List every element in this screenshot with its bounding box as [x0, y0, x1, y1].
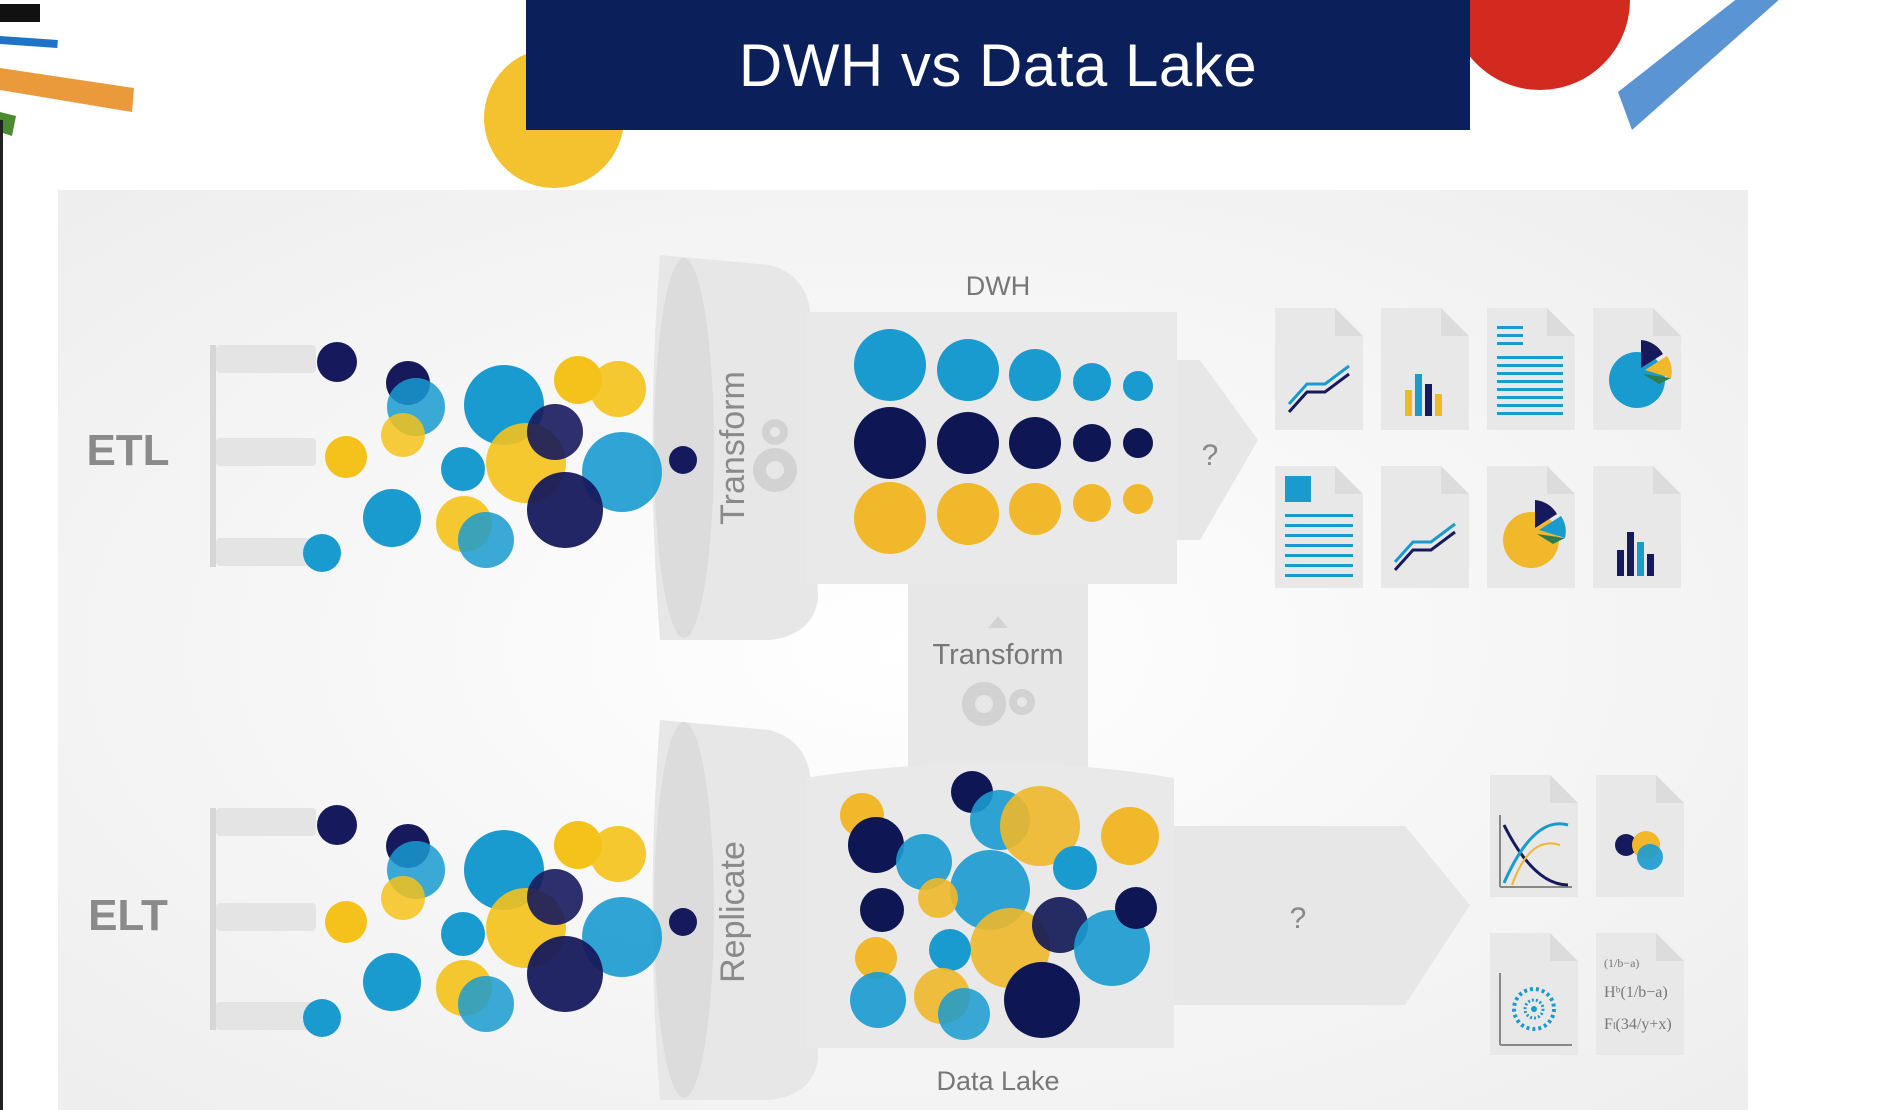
etl-pipes	[210, 345, 316, 567]
formula-line-1: (1/b−a)	[1604, 956, 1639, 970]
etl-store-label: DWH	[966, 271, 1030, 301]
radial-chart-doc-icon	[1490, 933, 1578, 1055]
bar-chart-doc-icon	[1381, 308, 1469, 430]
elt-funnel-label: Replicate	[714, 841, 752, 983]
elt-label: ELT	[88, 891, 168, 940]
deco-green-bar	[0, 112, 16, 136]
deco-orange-bar	[0, 68, 134, 112]
line-chart-doc-icon	[1275, 308, 1363, 430]
line-chart-doc-icon	[1381, 466, 1469, 588]
elt-pipes	[210, 808, 316, 1030]
deco-black-bar	[0, 4, 40, 22]
etl-output-arrow	[1177, 360, 1258, 540]
text-doc-icon	[1487, 308, 1575, 430]
deco-blue-slash	[1618, 0, 1779, 130]
etl-row: ETL ? DWH Transform	[86, 255, 1681, 640]
formula-line-2: Hᵇ(1/b−a)	[1604, 984, 1668, 1001]
elt-output-label: ?	[1290, 902, 1307, 935]
etl-funnel-label: Transform	[714, 371, 752, 525]
page-title: DWH vs Data Lake	[738, 31, 1258, 99]
gears-icon	[962, 682, 1035, 726]
gears-icon	[753, 419, 797, 492]
elt-input-blobs	[303, 805, 697, 1037]
etl-input-blobs	[303, 342, 697, 572]
middle-connector-body	[908, 584, 1088, 772]
venn-bubble-doc-icon	[1596, 775, 1684, 897]
pie-chart-doc-icon	[1593, 308, 1681, 430]
elt-store-label: Data Lake	[936, 1066, 1059, 1096]
elt-row: ELT ? Data Lake Replicate	[88, 720, 1684, 1100]
datalake-unorganized-blobs	[840, 771, 1159, 1040]
formula-line-3: Fₗ(34/y+x)	[1604, 1016, 1672, 1033]
bar-chart-doc-icon	[1593, 466, 1681, 588]
formula-doc-icon: (1/b−a) Hᵇ(1/b−a) Fₗ(34/y+x)	[1596, 933, 1684, 1055]
etl-output-label: ?	[1202, 439, 1219, 472]
report-doc-icon	[1275, 466, 1363, 588]
title-banner: DWH vs Data Lake	[526, 0, 1470, 130]
pie-chart-doc-icon	[1487, 466, 1575, 588]
middle-connector-arrow	[988, 616, 1008, 628]
deco-blue-bar	[0, 36, 58, 49]
deco-red-circle	[1450, 0, 1630, 90]
middle-connector: Transform	[908, 584, 1088, 772]
elt-output-arrow	[1174, 826, 1470, 1005]
curves-plot-doc-icon	[1490, 775, 1578, 897]
dwh-organized-blobs	[854, 329, 1153, 554]
deco-left-edge-line	[0, 120, 3, 1110]
etl-label: ETL	[86, 426, 169, 475]
middle-connector-label: Transform	[932, 639, 1063, 671]
